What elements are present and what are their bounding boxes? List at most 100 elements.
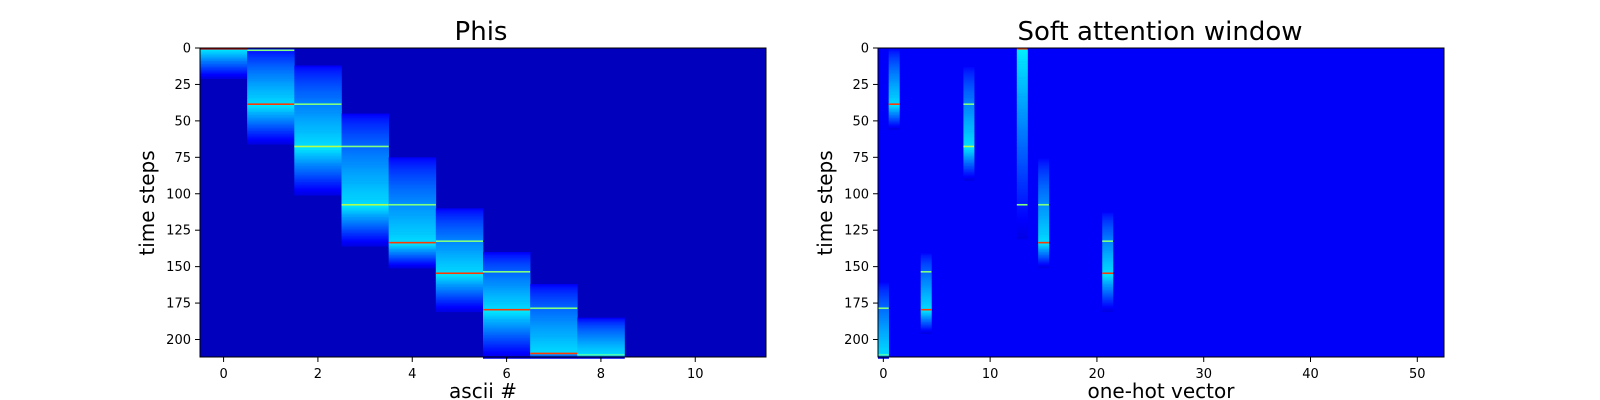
heatmap-cell (1038, 263, 1050, 266)
heatmap-cell (878, 320, 889, 323)
heatmap-cell (247, 126, 295, 129)
heatmap-cell (341, 144, 389, 146)
peak-cell (341, 203, 389, 206)
heatmap-cell (200, 62, 248, 65)
heatmap-cell (483, 254, 531, 257)
heatmap-cell (1038, 230, 1050, 232)
heatmap-cell (294, 173, 342, 176)
heatmap-cell (878, 301, 889, 304)
heatmap-cell (1016, 218, 1028, 221)
heatmap-cell (435, 250, 484, 253)
heatmap-cell (963, 150, 975, 152)
heatmap-cell (294, 132, 342, 135)
heatmap-cell (483, 355, 531, 358)
heatmap-cell (294, 163, 342, 165)
heatmap-cell (878, 346, 889, 349)
heatmap-cell (1038, 205, 1050, 208)
y-tick-label: 150 (844, 260, 869, 275)
heatmap-cell (388, 260, 437, 263)
y-tick-label: 50 (174, 114, 191, 129)
heatmap-cell (294, 72, 342, 75)
heatmap-cell (294, 182, 342, 184)
heatmap-cell (483, 260, 531, 263)
heatmap-cell (247, 87, 295, 90)
heatmap-cell (530, 340, 578, 343)
heatmap-cell (1038, 237, 1050, 240)
heatmap-cell (963, 142, 975, 145)
heatmap-cell (1016, 128, 1028, 130)
heatmap-cell (247, 142, 295, 145)
heatmap-cell (878, 327, 889, 330)
heatmap-cell (294, 104, 342, 107)
heatmap-cell (435, 310, 484, 313)
heatmap-cell (294, 81, 342, 84)
x-tick-label: 10 (982, 367, 999, 382)
heatmap-cell (294, 116, 342, 119)
heatmap-cell (920, 297, 932, 299)
heatmap-cell (920, 257, 932, 260)
heatmap-cell (963, 167, 975, 170)
heatmap-cell (878, 348, 889, 351)
heatmap-cell (1016, 104, 1028, 107)
heatmap-cell (963, 122, 975, 125)
heatmap-cell (963, 90, 975, 93)
heatmap-cell (247, 61, 295, 63)
heatmap-cell (577, 339, 625, 342)
heatmap-cell (1016, 147, 1028, 149)
heatmap-cell (1016, 236, 1028, 238)
heatmap-cell (247, 134, 295, 136)
y-tick-label: 75 (852, 151, 869, 166)
heatmap-cell (577, 349, 625, 352)
heatmap-cell (388, 182, 437, 184)
heatmap-cell (435, 287, 484, 289)
heatmap-cell (878, 316, 889, 318)
heatmap-cell (435, 297, 484, 299)
heatmap-cell (247, 129, 295, 132)
heatmap-cell (1016, 183, 1028, 186)
heatmap-cell (483, 324, 531, 327)
heatmap-cell (530, 324, 578, 327)
heatmap-cell (388, 228, 437, 231)
heatmap-cell (1038, 185, 1050, 187)
heatmap-cell (341, 211, 389, 214)
heatmap-cell (1038, 186, 1050, 189)
heatmap-cell (435, 304, 484, 307)
heatmap-cell (920, 307, 932, 310)
heatmap-cell (388, 186, 437, 189)
heatmap-cell (341, 134, 389, 136)
heatmap-cell (247, 97, 295, 100)
heatmap-cell (920, 281, 932, 283)
heatmap-cell (1016, 179, 1028, 181)
heatmap-cell (341, 222, 389, 225)
heatmap-cell (963, 69, 975, 72)
heatmap-cell (388, 265, 437, 267)
heatmap-cell (1038, 221, 1050, 224)
heatmap-cell (920, 330, 932, 333)
heatmap-cell (1102, 282, 1114, 285)
heatmap-cell (1038, 198, 1050, 200)
heatmap-cell (530, 300, 578, 302)
heatmap-cell (530, 284, 578, 286)
heatmap-cell (388, 202, 437, 205)
heatmap-cell (1016, 58, 1028, 60)
heatmap-cell (878, 295, 889, 298)
heatmap-cell (1038, 219, 1050, 222)
heatmap-cell (888, 61, 900, 63)
heatmap-cell (247, 80, 295, 82)
heatmap-cell (388, 187, 437, 190)
heatmap-cell (1038, 176, 1050, 179)
heatmap-cell (388, 230, 437, 232)
heatmap-cell (888, 88, 900, 91)
heatmap-cell (1038, 182, 1050, 184)
heatmap-cell (294, 90, 342, 93)
heatmap-cell (888, 116, 900, 119)
heatmap-cell (388, 170, 437, 173)
heatmap-cell (435, 208, 484, 211)
heatmap-cell (483, 268, 531, 270)
heatmap-cell (888, 49, 900, 52)
heatmap-cell (1016, 80, 1028, 82)
heatmap-cell (483, 332, 531, 334)
heatmap-cell (963, 104, 975, 107)
heatmap-cell (294, 150, 342, 152)
heatmap-cell (1016, 154, 1028, 157)
